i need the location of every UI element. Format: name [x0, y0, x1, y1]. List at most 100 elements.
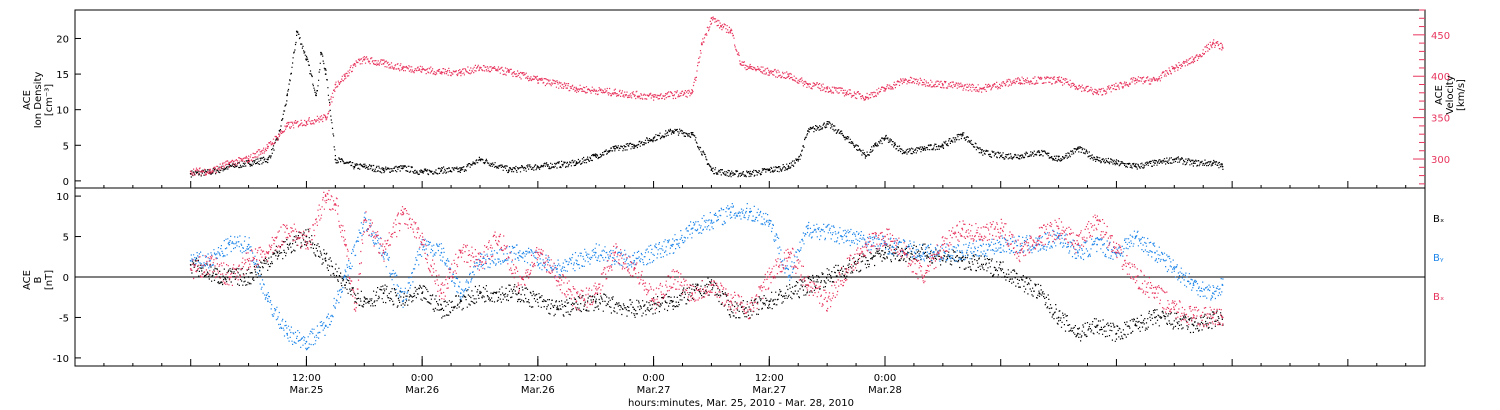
density-series-point — [594, 155, 597, 157]
by-series-point — [1221, 284, 1224, 286]
legend-bz: Bₓ — [1433, 292, 1444, 303]
by-series-point — [1192, 284, 1195, 286]
velocity-series-point — [807, 83, 809, 86]
bx-series-point — [218, 276, 221, 278]
bz-series-point — [459, 251, 462, 254]
density-series-point — [305, 58, 308, 61]
density-series-point — [1096, 158, 1098, 161]
bz-series-point — [575, 300, 578, 303]
velocity-series-point — [903, 79, 906, 82]
x-tick-date: Mar.25 — [289, 385, 323, 396]
density-series-point — [508, 169, 510, 172]
bz-series-point — [1057, 227, 1060, 230]
bz-series-point — [691, 292, 693, 295]
by-series-point — [787, 276, 790, 278]
velocity-series-point — [1057, 79, 1060, 82]
velocity-series-point — [700, 42, 703, 44]
bz-series-point — [1154, 292, 1156, 295]
by-series-point — [228, 243, 231, 246]
velocity-series-point — [768, 71, 771, 73]
velocity-tick-label: 300 — [1431, 155, 1450, 166]
by-series-point — [324, 324, 327, 327]
by-series-dots — [190, 203, 1224, 351]
bx-series-point — [1096, 324, 1098, 327]
bz-series-point — [749, 308, 751, 311]
bz-series-point — [980, 235, 983, 238]
field-tick-label: 5 — [63, 233, 69, 244]
density-series-point — [440, 169, 443, 172]
bz-series-point — [768, 276, 771, 278]
bz-series-point — [334, 203, 337, 206]
velocity-series-point — [189, 170, 192, 173]
velocity-series-point — [864, 96, 867, 98]
by-series-point — [1134, 235, 1137, 238]
density-series-point — [691, 133, 693, 136]
top-panel-frame — [74, 9, 1426, 189]
bz-series-point — [710, 284, 713, 286]
bz-series-point — [633, 268, 636, 270]
density-series-point — [1221, 165, 1224, 168]
bz-series-point — [845, 268, 848, 270]
bx-series-point — [363, 300, 366, 303]
by-series-point — [845, 235, 848, 238]
velocity-series-point — [787, 75, 790, 78]
density-series-point — [1038, 151, 1041, 154]
bx-series-point — [1154, 316, 1156, 319]
density-series-point — [980, 151, 983, 154]
by-series-point — [1173, 268, 1176, 270]
density-series-point — [1115, 162, 1118, 165]
velocity-tick-label: 350 — [1431, 114, 1450, 125]
by-series-point — [594, 251, 597, 254]
density-series-point — [652, 137, 655, 140]
velocity-series-point — [1019, 79, 1021, 82]
by-series-point — [691, 227, 693, 230]
density-tick-label: 20 — [56, 34, 69, 45]
by-series-point — [633, 259, 636, 262]
bz-series-point — [402, 211, 404, 214]
density-series-point — [999, 155, 1002, 157]
bz-series-point — [1212, 316, 1214, 319]
velocity-tick-label: 450 — [1431, 31, 1450, 42]
bz-series-point — [324, 195, 327, 198]
velocity-tick-label: 400 — [1431, 72, 1450, 83]
x-tick-time: 12:00 — [523, 373, 552, 384]
velocity-series-point — [382, 62, 385, 65]
density-title-line-2: Ion Density — [33, 72, 44, 129]
bz-series-dots — [190, 189, 1224, 328]
density-series-point — [247, 162, 250, 165]
bx-series-point — [1192, 324, 1195, 327]
velocity-series-point — [421, 68, 423, 71]
bz-series-point — [961, 227, 963, 230]
density-series-point — [295, 30, 298, 33]
velocity-series-point — [710, 17, 713, 20]
bx-series-point — [421, 292, 423, 295]
velocity-series-point — [334, 83, 337, 86]
density-series-point — [749, 172, 751, 175]
velocity-series-dots — [190, 16, 1224, 176]
density-series-point — [710, 169, 713, 172]
velocity-title-line-3: [km/s] — [1456, 79, 1467, 111]
bz-series-point — [498, 235, 501, 238]
density-series-point — [942, 144, 944, 147]
bz-series-point — [344, 243, 346, 246]
density-title-line-1: ACE — [22, 90, 33, 110]
bz-series-point — [286, 227, 288, 230]
velocity-series-point — [884, 87, 886, 90]
bx-series-point — [768, 300, 771, 303]
by-series-point — [344, 276, 346, 278]
bz-series-point — [614, 251, 616, 254]
bx-series-point — [1057, 316, 1060, 319]
by-series-point — [556, 268, 558, 270]
bz-series-point — [807, 284, 809, 286]
velocity-series-point — [1173, 67, 1176, 69]
by-series-point — [710, 219, 713, 222]
by-series-point — [402, 300, 404, 303]
density-series-point — [1077, 147, 1079, 150]
velocity-series-point — [344, 75, 346, 78]
velocity-series-point — [537, 79, 539, 82]
bz-series-point — [479, 259, 481, 262]
bx-series-point — [1115, 332, 1118, 335]
field-title-line-2: B — [33, 276, 44, 283]
x-tick-date: Mar.26 — [521, 385, 555, 396]
